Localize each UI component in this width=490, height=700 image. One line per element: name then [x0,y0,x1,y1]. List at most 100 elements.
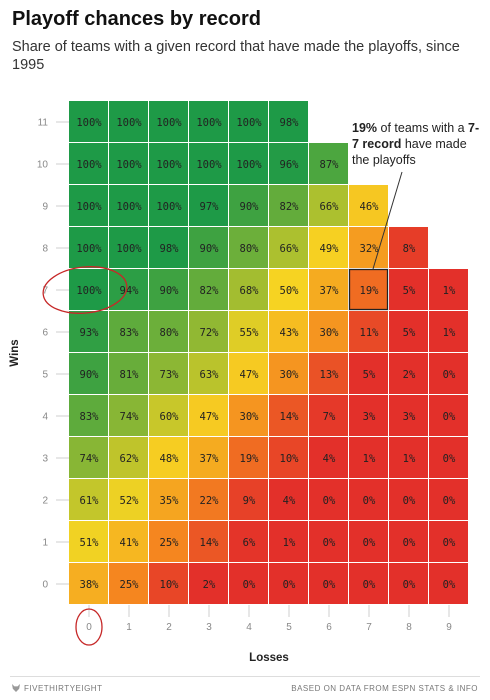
y-axis-title: Wins [9,339,21,366]
cell-value-label: 100% [116,159,142,171]
heatmap-cell [269,521,308,562]
heatmap-cell [149,101,188,142]
heatmap-cell [149,479,188,520]
footer-brand-text: FIVETHIRTYEIGHT [24,684,103,693]
y-tick-label: 0 [42,580,48,591]
heatmap-cell [109,353,148,394]
cell-value-label: 100% [116,117,142,129]
heatmap-cell [109,521,148,562]
cell-value-label: 5% [403,285,416,297]
heatmap-cell [309,143,348,184]
cell-value-label: 7% [323,411,336,423]
cell-value-label: 87% [320,159,340,171]
heatmap-cell [389,353,428,394]
cell-value-label: 82% [200,285,220,297]
cell-value-label: 35% [160,495,180,507]
heatmap-cell [189,353,228,394]
heatmap-cell [309,269,348,310]
heatmap-cell [189,521,228,562]
cell-value-label: 1% [363,453,376,465]
cell-value-label: 68% [240,285,260,297]
x-tick-label: 1 [126,622,132,633]
heatmap-cell [69,395,108,436]
heatmap-cell [149,227,188,268]
cell-value-label: 100% [116,201,142,213]
heatmap-cell [189,311,228,352]
footer-divider [10,676,480,677]
x-tick-label: 8 [406,622,412,633]
heatmap-cell [69,143,108,184]
heatmap-cell [349,227,388,268]
cell-value-label: 32% [360,243,380,255]
cell-value-label: 37% [200,453,220,465]
heatmap-cell [229,563,268,604]
heatmap-cell [229,395,268,436]
heatmap-cell [189,185,228,226]
heatmap-cell [429,437,468,478]
heatmap-cell [429,521,468,562]
heatmap-cell [109,143,148,184]
heatmap-cell [229,227,268,268]
y-tick-label: 1 [42,538,48,549]
x-axis-title: Losses [249,652,289,664]
heatmap-cell [269,479,308,520]
cell-value-label: 1% [443,327,456,339]
chart-subtitle: Share of teams with a given record that … [12,39,460,73]
heatmap-cell [229,143,268,184]
cell-value-label: 100% [196,117,222,129]
heatmap-cell [309,479,348,520]
cell-value-label: 25% [120,579,140,591]
cell-value-label: 19% [240,453,260,465]
heatmap-cell [269,227,308,268]
cell-value-label: 0% [283,579,296,591]
cell-value-label: 0% [323,537,336,549]
cell-value-label: 0% [403,537,416,549]
heatmap-cell [389,395,428,436]
heatmap-cell [149,353,188,394]
heatmap-cell [309,437,348,478]
y-tick-label: 6 [42,328,48,339]
annotation-pct: 19% [352,121,378,135]
y-tick-label: 11 [38,118,49,129]
cell-value-label: 13% [320,369,340,381]
heatmap-cell [109,563,148,604]
cell-value-label: 0% [363,579,376,591]
heatmap-cell [189,563,228,604]
heatmap-cell [349,353,388,394]
cell-value-label: 96% [280,159,300,171]
heatmap-cell [229,521,268,562]
fox-logo-icon [12,684,20,692]
heatmap-cell [389,479,428,520]
cell-value-label: 46% [360,201,380,213]
cell-value-label: 52% [120,495,140,507]
cell-value-label: 41% [120,537,140,549]
heatmap-cell [189,101,228,142]
cell-value-label: 100% [116,243,142,255]
heatmap-cell [269,437,308,478]
heatmap-cell [109,311,148,352]
cell-value-label: 2% [203,579,216,591]
cell-value-label: 0% [243,579,256,591]
cell-value-label: 98% [160,243,180,255]
x-tick-label: 6 [326,622,332,633]
cell-value-label: 90% [200,243,220,255]
cell-value-label: 100% [156,201,182,213]
heatmap-cell [149,143,188,184]
cell-value-label: 14% [200,537,220,549]
x-tick-label: 3 [206,622,212,633]
x-tick-label: 0 [86,622,92,633]
heatmap-cell [349,395,388,436]
cell-value-label: 100% [156,117,182,129]
heatmap-cell [309,563,348,604]
heatmap-cell [229,185,268,226]
cell-value-label: 100% [76,117,102,129]
heatmap-cell [429,395,468,436]
cell-value-label: 93% [80,327,100,339]
cell-value-label: 98% [280,117,300,129]
heatmap-cell [229,101,268,142]
heatmap-cell [69,101,108,142]
cell-value-label: 0% [443,411,456,423]
heatmap-cell [189,227,228,268]
y-tick-label: 4 [42,412,48,423]
cell-value-label: 100% [236,117,262,129]
